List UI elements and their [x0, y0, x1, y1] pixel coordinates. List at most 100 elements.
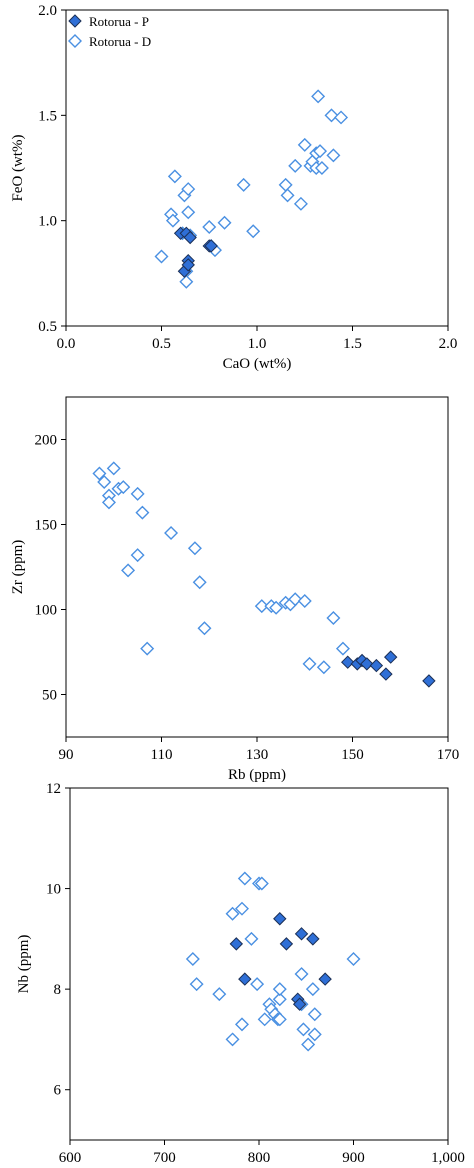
data-point-rotorua-d [130, 486, 145, 501]
data-point-rotorua-d [272, 1012, 287, 1027]
data-point-rotorua-d [192, 575, 207, 590]
y-axis-label: FeO (wt%) [10, 134, 26, 201]
data-point-rotorua-d [314, 161, 329, 175]
y-tick-label: 100 [35, 603, 58, 619]
data-point-rotorua-d [140, 641, 155, 656]
data-point-rotorua-d [135, 505, 150, 520]
data-point-rotorua-p [318, 972, 332, 986]
x-tick-label: 900 [342, 1150, 365, 1166]
data-point-rotorua-d [187, 541, 202, 556]
data-point-rotorua-d [235, 1017, 249, 1032]
data-point-rotorua-d [311, 89, 326, 104]
x-tick-label: 2.0 [439, 336, 458, 352]
data-point-rotorua-d [202, 219, 217, 234]
data-point-rotorua-p [341, 655, 355, 669]
y-tick-label: 2.0 [38, 3, 57, 19]
data-point-rotorua-p [422, 674, 436, 688]
x-tick-label: 0.0 [57, 336, 76, 352]
data-point-rotorua-d [235, 901, 249, 916]
plot-frame [69, 787, 449, 1141]
data-point-rotorua-p [379, 667, 393, 681]
data-point-rotorua-d [288, 592, 303, 607]
data-point-rotorua-d [106, 461, 121, 476]
data-point-rotorua-p [292, 997, 307, 1011]
data-point-rotorua-p [279, 937, 294, 951]
y-tick-label: 10 [46, 882, 61, 898]
data-point-rotorua-d [101, 495, 116, 510]
y-tick-label: 8 [54, 982, 62, 998]
y-axis-label: Nb (ppm) [16, 935, 32, 994]
data-point-rotorua-d [92, 466, 107, 481]
data-point-rotorua-d [237, 871, 252, 886]
data-point-rotorua-d [297, 594, 312, 608]
data-point-rotorua-d [326, 148, 341, 163]
legend-marker-rotorua-d [68, 34, 82, 48]
data-point-rotorua-d [167, 169, 182, 184]
data-point-rotorua-d [179, 274, 194, 289]
data-point-rotorua-p [369, 658, 384, 673]
data-point-rotorua-d [181, 205, 196, 220]
plot-frame [65, 396, 449, 738]
x-tick-label: 1.5 [343, 336, 362, 352]
data-point-rotorua-d [296, 1022, 311, 1037]
data-point-rotorua-d [280, 188, 295, 203]
y-tick-label: 150 [35, 518, 58, 534]
data-point-rotorua-d [294, 967, 309, 982]
x-axis-label: Rb (ppm) [228, 767, 286, 783]
y-tick-label: 0.5 [38, 319, 57, 335]
x-tick-label: 90 [59, 747, 74, 763]
data-point-rotorua-d [297, 137, 312, 152]
data-point-rotorua-d [334, 110, 349, 125]
data-point-rotorua-d [181, 182, 196, 197]
data-point-rotorua-d [302, 656, 317, 671]
data-point-rotorua-p [181, 258, 195, 272]
data-point-rotorua-d [225, 906, 240, 921]
data-point-rotorua-d [301, 1037, 316, 1052]
x-tick-label: 1,000 [431, 1150, 465, 1166]
data-point-rotorua-p [229, 937, 244, 951]
data-point-rotorua-d [324, 108, 339, 123]
x-tick-label: 800 [248, 1150, 271, 1166]
chart-panel-2: 90 110 130 150 170 50 100 150 200 Rb (ppm) Zr (ppm… [10, 396, 459, 783]
x-axis-label: CaO (wt%) [223, 356, 292, 372]
data-point-rotorua-d [197, 621, 212, 636]
x-tick-label: 700 [153, 1150, 176, 1166]
data-point-rotorua-d [236, 177, 251, 192]
x-tick-label: 600 [59, 1150, 82, 1166]
data-point-rotorua-p [294, 927, 309, 941]
data-point-rotorua-d [313, 144, 328, 159]
data-point-rotorua-d [307, 1007, 322, 1022]
y-tick-label: 6 [54, 1083, 62, 1099]
data-point-rotorua-d [257, 1012, 272, 1027]
y-tick-label: 1.5 [38, 108, 57, 124]
data-point-rotorua-p [238, 972, 252, 986]
data-point-rotorua-d [305, 982, 320, 997]
x-tick-label: 1.0 [248, 336, 267, 352]
data-point-rotorua-d [278, 177, 293, 192]
data-point-rotorua-p [183, 230, 197, 245]
data-point-rotorua-p [360, 657, 374, 671]
x-tick-label: 130 [246, 747, 269, 763]
data-point-rotorua-d [346, 951, 361, 966]
data-point-rotorua-d [269, 600, 284, 615]
y-axis-label: Zr (ppm) [10, 540, 26, 595]
data-point-rotorua-d [316, 660, 331, 675]
x-tick-label: 0.5 [152, 336, 171, 352]
data-point-rotorua-d [217, 215, 232, 230]
data-point-rotorua-d [164, 526, 179, 540]
data-point-rotorua-d [293, 196, 308, 211]
data-point-rotorua-d [326, 611, 341, 625]
data-point-rotorua-d [250, 977, 265, 992]
data-point-rotorua-d [254, 876, 269, 891]
legend-label: Rotorua - D [89, 34, 151, 49]
data-point-rotorua-d [212, 987, 227, 1002]
data-point-rotorua-d [189, 977, 204, 992]
data-point-rotorua-d [116, 480, 131, 495]
plot-frame [65, 9, 449, 327]
data-point-rotorua-d [97, 475, 112, 489]
data-point-rotorua-d [272, 992, 287, 1007]
data-point-rotorua-d [335, 641, 350, 656]
